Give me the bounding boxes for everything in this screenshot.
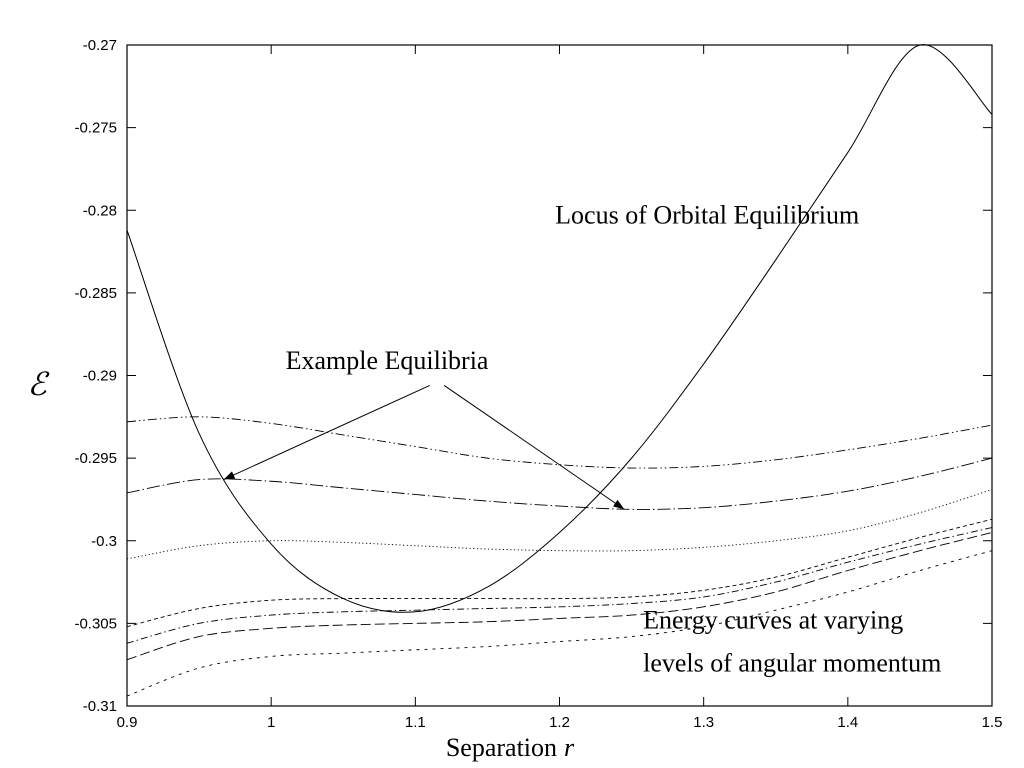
equilibrium-locus-line (126, 44, 993, 613)
x-tick-label: 1.4 (837, 714, 858, 731)
y-axis-title: ℰ (27, 366, 50, 402)
energy-curve-line (126, 518, 993, 628)
annotation-layer: Locus of Orbital Equilibrium Example Equi… (286, 200, 942, 677)
x-tick-label: 1.3 (693, 714, 714, 731)
y-tick-label: -0.285 (74, 285, 117, 302)
arrowhead-icon (613, 499, 625, 510)
x-tick-label: 1.5 (982, 714, 1003, 731)
x-tick-label: 1.1 (405, 714, 426, 731)
energy-curve-line (126, 489, 993, 560)
y-tick-label: -0.3 (91, 533, 117, 550)
annotation-text: Example Equilibria (286, 346, 489, 375)
y-tick-label: -0.27 (83, 37, 117, 54)
annotation-text: Locus of Orbital Equilibrium (555, 200, 859, 229)
annotation-text: Energy curves at varying (643, 605, 903, 634)
x-axis-title: Separation r (446, 733, 575, 762)
annotation-text: levels of angular momentum (643, 648, 941, 677)
series-layer (126, 44, 993, 697)
energy-curve-line (126, 532, 993, 661)
arrowhead-icon (223, 471, 236, 480)
y-tick-label: -0.31 (83, 698, 117, 715)
tick-layer: 0.9 1 1.1 1.2 1.3 1.4 1.5 -0.27 -0.275 -0.28 -0.28… (74, 37, 1002, 731)
y-tick-label: -0.28 (83, 202, 117, 219)
energy-curve-line (126, 527, 993, 644)
equilibrium-arrow (443, 385, 625, 510)
y-tick-label: -0.295 (74, 450, 117, 467)
x-tick-label: 1.2 (549, 714, 570, 731)
y-tick-label: -0.275 (74, 120, 117, 137)
x-axis-title-var: r (564, 733, 575, 762)
equilibrium-arrow (223, 384, 430, 481)
energy-curve-line (126, 416, 993, 469)
x-tick-label: 1 (267, 714, 275, 731)
x-axis-title-text: Separation (446, 733, 557, 762)
y-tick-label: -0.305 (74, 615, 117, 632)
energy-curve-line (126, 457, 993, 510)
x-tick-label: 0.9 (117, 714, 138, 731)
arrow-layer (223, 384, 625, 510)
y-tick-label: -0.29 (83, 368, 117, 385)
